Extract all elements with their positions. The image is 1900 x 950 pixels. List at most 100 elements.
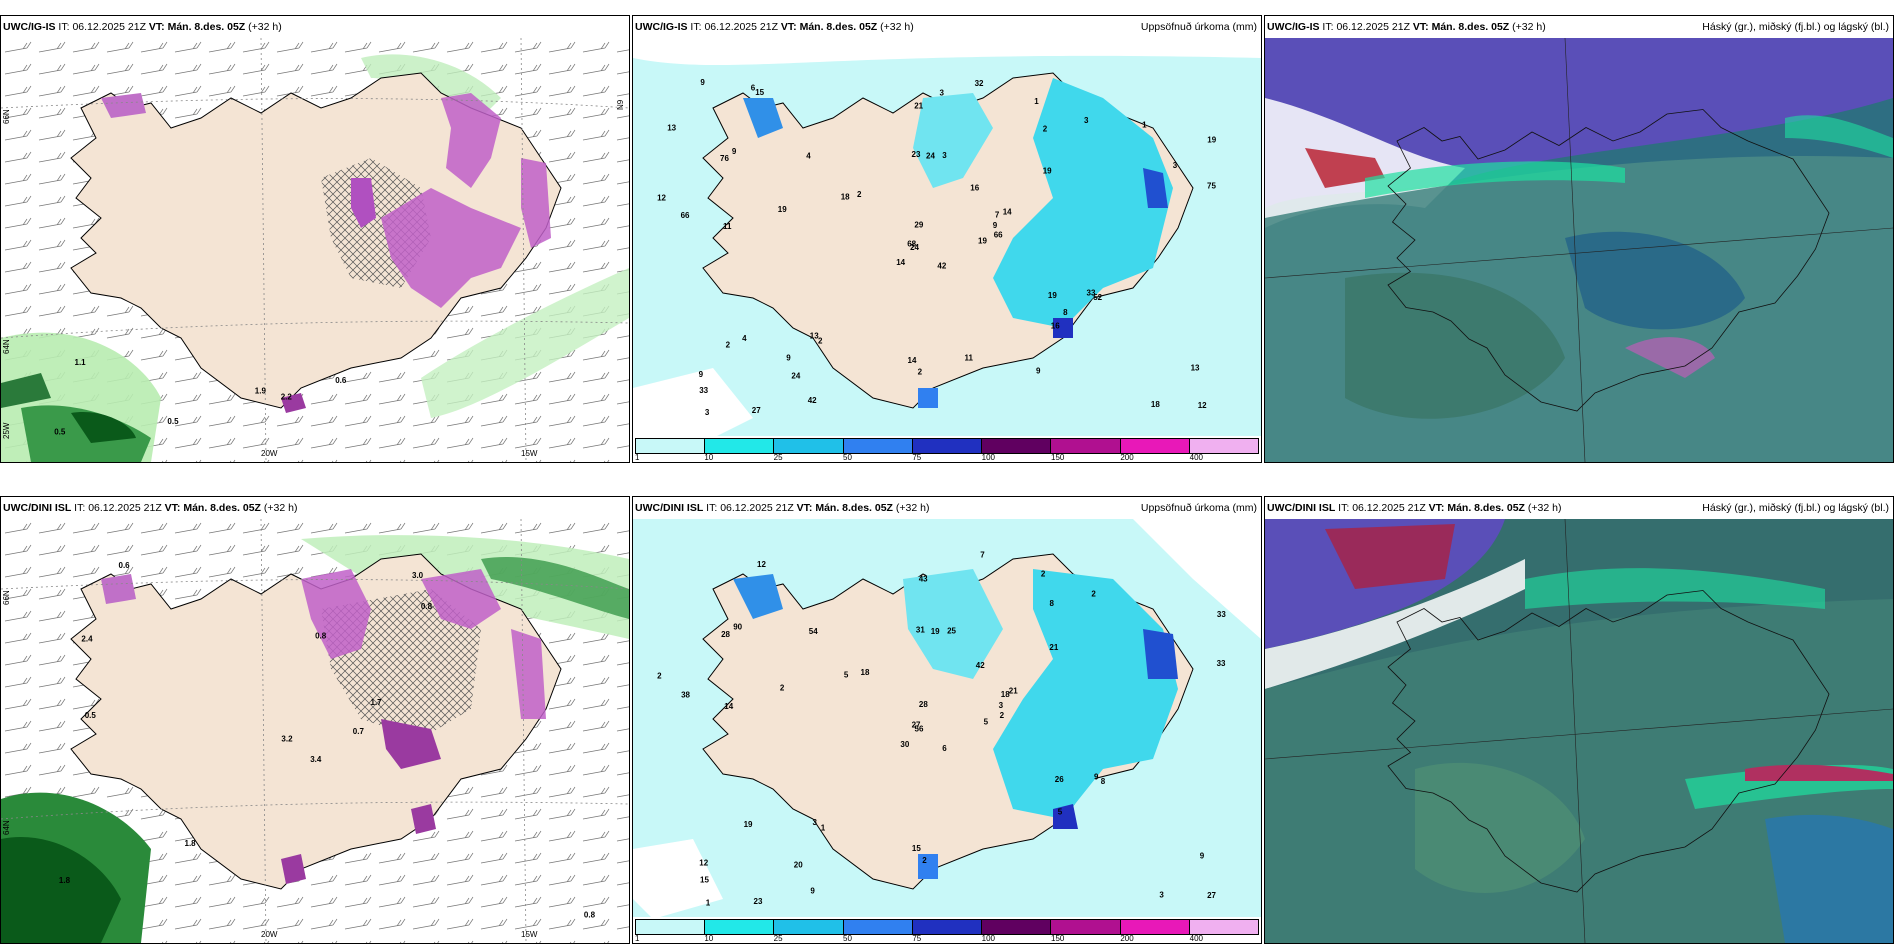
map-value-label: 3 — [705, 408, 710, 417]
map-value-label: 16 — [1051, 322, 1060, 331]
map-value-label: 12 — [1198, 401, 1207, 410]
map-value-label: 3 — [940, 89, 945, 98]
map-value-label: 21 — [1049, 643, 1058, 652]
map-value-label: 9 — [993, 221, 998, 230]
map-value-label: 25 — [947, 627, 956, 636]
map-value-label: 29 — [914, 220, 923, 229]
it-value: 06.12.2025 21Z — [88, 502, 162, 514]
panel-precip-dini: UWC/DINI ISL IT: 06.12.2025 21Z VT: Mán.… — [632, 496, 1262, 944]
colorbar-tick-label: 50 — [843, 453, 852, 462]
map-value-label: 3.4 — [310, 755, 322, 764]
colorbar-swatches — [635, 919, 1259, 935]
lat-64n-label: 64N — [2, 339, 11, 354]
model-name: UWC/IG-IS — [1267, 21, 1320, 33]
map-value-label: 12 — [657, 193, 666, 202]
header-left: UWC/IG-IS IT: 06.12.2025 21Z VT: Mán. 8.… — [1267, 16, 1546, 38]
map-value-label: 33 — [1217, 659, 1226, 668]
map-value-label: 31 — [916, 626, 925, 635]
header-left: UWC/DINI ISL IT: 06.12.2025 21Z VT: Mán.… — [3, 497, 297, 519]
map-value-label: 9 — [810, 886, 815, 895]
colorbar-tick-label: 400 — [1189, 453, 1204, 462]
map-value-label: 8 — [1050, 599, 1055, 608]
colorbar-swatch — [982, 920, 1052, 934]
map-value-label: 18 — [1151, 400, 1160, 409]
map-value-label: 3 — [1084, 116, 1089, 125]
map-value-label: 2 — [657, 672, 662, 681]
precip-map-svg: 4276249721321915121119141927231642332424… — [633, 38, 1261, 462]
vt-label: VT: — [1412, 21, 1429, 33]
model-name: UWC/IG-IS — [3, 21, 56, 33]
map-value-label: 6 — [942, 744, 947, 753]
map-value-label: 19 — [778, 205, 787, 214]
map-value-label: 1.9 — [255, 387, 267, 396]
map-value-label: 18 — [861, 668, 870, 677]
it-label: IT: — [58, 21, 70, 33]
cloud-map — [1265, 38, 1893, 462]
header-left: UWC/IG-IS IT: 06.12.2025 21Z VT: Mán. 8.… — [635, 16, 914, 38]
map-value-label: 14 — [1003, 208, 1012, 217]
vt-value: Mán. 8.des. 05Z — [799, 21, 878, 33]
precip-map: 6 28 56 12 18 1 2 25 8 5 12 27 14 33 30 21 23 31 42 19 18 15 2… — [633, 519, 1261, 943]
map-value-label: 14 — [724, 702, 733, 711]
panel-cloud-dini: UWC/DINI ISL IT: 06.12.2025 21Z VT: Mán.… — [1264, 496, 1894, 944]
map-value-label: 0.5 — [54, 428, 66, 437]
colorbar-ticks: 1 10 25 50 75 100 150 200 400 — [635, 934, 1259, 943]
colorbar-tick-label: 150 — [1051, 934, 1065, 943]
colorbar-tick-label: 25 — [773, 934, 783, 943]
map-value-label: 90 — [733, 623, 742, 632]
colorbar-swatch — [1189, 920, 1258, 934]
map-value-label: 42 — [808, 396, 817, 405]
map-value-label: 2 — [1043, 125, 1048, 134]
map-value-label: 0.6 — [335, 376, 347, 385]
map-value-label: 42 — [937, 262, 946, 271]
lead-time: (+32 h) — [263, 502, 298, 514]
lead-time: (+32 h) — [248, 21, 282, 33]
map-value-label: 14 — [908, 356, 917, 365]
colorbar-tick-label: 100 — [981, 934, 996, 943]
map-value-label: 11 — [965, 353, 974, 362]
map-value-label: 20 — [794, 860, 803, 869]
map-value-label: 8 — [1063, 308, 1068, 317]
colorbar-swatch — [843, 439, 913, 453]
wind-map: 20W 15W 66N 64N 3.4 2.4 3.2 1.8 1.7 1.8 3.0 0.8… — [1, 519, 629, 943]
it-label: IT: — [690, 21, 702, 33]
map-value-label: 19 — [1043, 167, 1052, 176]
colorbar-swatch — [912, 920, 983, 934]
colorbar-tick-label: 50 — [843, 934, 852, 943]
lead-time: (+32 h) — [1527, 502, 1562, 514]
map-value-label: 23 — [754, 897, 763, 906]
map-value-label: 1.7 — [371, 698, 383, 707]
map-value-label: 2 — [922, 856, 927, 865]
lon-20w-label: 20W — [261, 449, 278, 458]
colorbar-swatch — [1120, 439, 1190, 453]
lat-66n-label: 66N — [2, 590, 11, 605]
map-value-label: 0.5 — [85, 711, 97, 720]
header-right-title: Uppsöfnuð úrkoma (mm) — [1140, 502, 1257, 514]
map-value-label: 27 — [1207, 891, 1216, 900]
cloud-map-svg — [1265, 519, 1893, 943]
precip-map-svg: 6285612181225851227143330212331421918152… — [633, 519, 1261, 943]
wind-values: 2.2 1.1 1.9 0.5 0.6 0.5 — [54, 358, 347, 437]
colorbar-swatch — [1120, 920, 1190, 934]
map-value-label: 0.5 — [167, 417, 179, 426]
it-label: IT: — [74, 502, 86, 514]
map-value-label: 27 — [752, 406, 761, 415]
map-value-label: 3 — [1159, 891, 1164, 900]
map-value-label: 4 — [742, 334, 747, 343]
colorbar-tick-label: 100 — [981, 453, 996, 462]
map-value-label: 7 — [995, 211, 1000, 220]
lon-15w-label: 15W — [521, 449, 538, 458]
map-value-label: 2 — [818, 337, 823, 346]
map-value-label: 28 — [919, 700, 928, 709]
wind-map-svg: 20W 15W 66N 64N 25W N9 2.2 1.1 1.9 0.5 0.6 0.… — [1, 38, 629, 462]
map-value-label: 1.1 — [75, 358, 87, 367]
map-value-label: 54 — [809, 627, 818, 636]
map-value-label: 33 — [1087, 289, 1096, 298]
map-value-label: 15 — [700, 875, 709, 884]
it-value: 06.12.2025 21Z — [1352, 502, 1426, 514]
cloud-map-svg — [1265, 38, 1893, 462]
lat-n9-label: N9 — [616, 99, 625, 110]
map-value-label: 1 — [706, 899, 711, 908]
map-value-label: 42 — [976, 661, 985, 670]
map-value-label: 0.6 — [119, 561, 131, 570]
